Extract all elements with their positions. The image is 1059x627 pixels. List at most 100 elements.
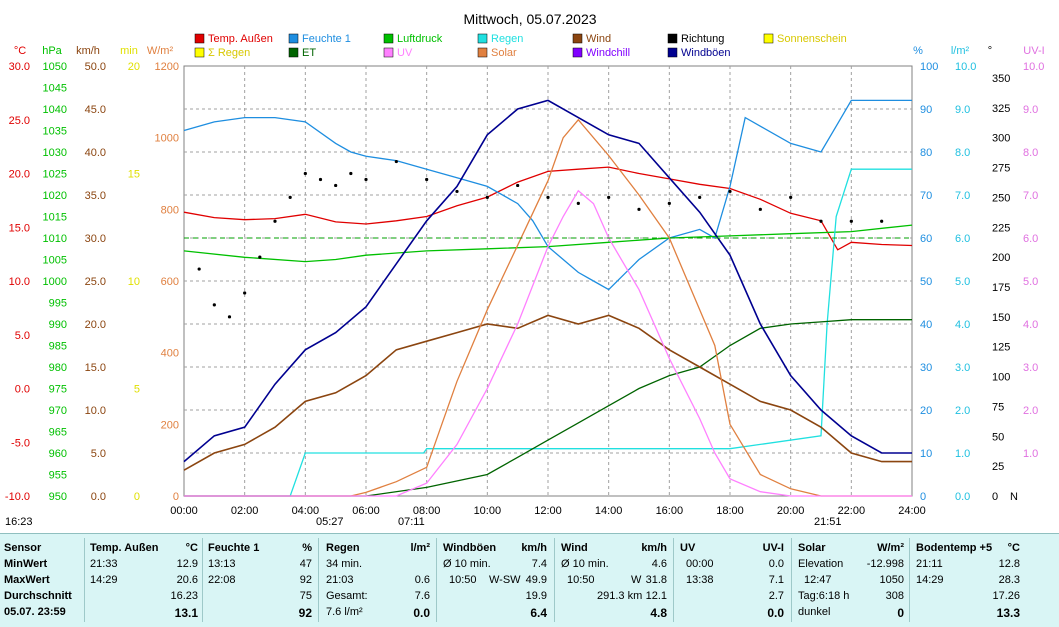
y-tick-label-pressure: 1015: [43, 212, 67, 224]
uv-header: UV: [680, 542, 696, 554]
legend-swatch: [572, 33, 583, 44]
y-tick-label-uv: 2.0: [1023, 405, 1038, 417]
solar-value: 308: [885, 590, 904, 602]
boden-value: 28.3: [998, 574, 1020, 586]
direction-point: [485, 195, 489, 199]
y-tick-label-temp: -10.0: [5, 491, 30, 503]
uv-value: 0.0: [767, 606, 784, 620]
y-tick-label-pressure: 970: [49, 405, 67, 417]
x-tick-label: 08:00: [413, 505, 441, 517]
legend-swatch: [477, 47, 488, 58]
series-line-windb-en: [183, 99, 912, 463]
solar-label: Tag:6:18 h: [798, 590, 850, 602]
direction-point: [455, 189, 459, 194]
legend-swatch: [763, 33, 774, 44]
direction-point: [698, 195, 702, 199]
y-tick-label-solar: 1200: [155, 61, 179, 73]
y-tick-label-direction: 75: [992, 401, 1004, 413]
y-tick-label-minutes: 0: [134, 491, 140, 503]
y-tick-label-pressure: 965: [49, 427, 67, 439]
sensor-row: MaxWert: [4, 574, 50, 586]
y-tick-label-wind: 5.0: [91, 448, 106, 460]
y-tick-label-temp: 15.0: [9, 222, 30, 234]
summary-solar: Solar W/m² Elevation -12.998 12:47 1050 …: [798, 534, 904, 627]
y-tick-label-wind: 10.0: [85, 405, 106, 417]
y-tick-label-wind: 25.0: [85, 276, 106, 288]
direction-point: [197, 267, 201, 271]
uv-value: 2.7: [768, 590, 784, 602]
boden-header: Bodentemp +5: [916, 542, 993, 554]
y-tick-label-direction: 300: [992, 133, 1010, 145]
wind-distance: 291.3 km: [597, 590, 643, 602]
feuchte-unit: %: [302, 542, 312, 554]
boden-time: 14:29: [916, 574, 944, 586]
boden-value: 13.3: [996, 606, 1020, 620]
windboeen-value: 6.4: [530, 606, 547, 620]
feuchte-time: 22:08: [208, 574, 236, 586]
wind-label: Ø 10 min.: [561, 558, 609, 570]
axis-unit-rain: l/m²: [951, 45, 970, 57]
legend-swatch: [572, 47, 583, 58]
plot-area: [183, 99, 913, 497]
windboeen-value: 19.9: [525, 590, 547, 602]
windboeen-value: 7.4: [531, 558, 547, 570]
windboeen-label: Ø 10 min.: [443, 558, 491, 570]
y-tick-label-solar: 400: [161, 348, 179, 360]
y-tick-label-minutes: 10: [128, 276, 140, 288]
sun-marker-sunrise: 05:27: [316, 516, 344, 528]
weather-chart: Mittwoch, 05.07.2023 Temp. Außen Feuchte …: [5, 11, 1045, 528]
temp-header: Temp. Außen: [90, 542, 159, 554]
y-tick-label-rain: 0.0: [955, 491, 970, 503]
sun-marker-first: 16:23: [5, 516, 33, 528]
y-tick-label-humidity: 70: [920, 190, 932, 202]
direction-point: [394, 159, 398, 164]
summary-boden: Bodentemp +5 °C 21:11 12.8 14:29 28.3 17…: [916, 534, 1020, 627]
y-tick-label-pressure: 975: [49, 384, 67, 396]
solar-value: 0: [897, 606, 904, 620]
y-tick-label-wind: 35.0: [85, 190, 106, 202]
x-tick-label: 00:00: [170, 505, 198, 517]
legend-swatch: [194, 33, 205, 44]
y-tick-label-pressure: 1000: [43, 276, 67, 288]
boden-time: 21:11: [916, 558, 943, 570]
y-tick-label-pressure: 1030: [43, 147, 67, 159]
legend-label: ET: [302, 47, 316, 59]
wind-dir: W: [631, 574, 642, 586]
legend-label: UV: [397, 47, 413, 59]
y-tick-label-temp: 20.0: [9, 169, 30, 181]
windboeen-dir: W-SW: [489, 574, 521, 586]
wind-value: 12.1: [645, 590, 667, 602]
regen-label: 21:03: [326, 574, 354, 586]
x-tick-label: 24:00: [898, 505, 926, 517]
y-tick-label-rain: 7.0: [955, 190, 970, 202]
y-tick-label-minutes: 5: [134, 384, 140, 396]
legend-label: Richtung: [681, 33, 724, 45]
series-line-regen: [184, 168, 912, 497]
direction-point: [288, 195, 292, 199]
y-tick-label-direction: 0: [992, 491, 998, 503]
feuchte-header: Feuchte 1: [208, 542, 260, 554]
y-tick-label-pressure: 995: [49, 298, 67, 310]
direction-point: [819, 219, 823, 223]
y-tick-label-pressure: 990: [49, 319, 67, 331]
chart-title: Mittwoch, 05.07.2023: [463, 11, 596, 27]
y-tick-label-rain: 3.0: [955, 362, 970, 374]
y-tick-label-wind: 40.0: [85, 147, 106, 159]
direction-point: [637, 207, 641, 211]
boden-value: 17.26: [992, 590, 1020, 602]
x-tick-label: 18:00: [716, 505, 744, 517]
x-tick-label: 16:00: [656, 505, 684, 517]
y-tick-label-uv: 8.0: [1023, 147, 1038, 159]
y-tick-label-rain: 9.0: [955, 104, 970, 116]
series-line-feuchte-1: [183, 99, 912, 291]
y-tick-label-pressure: 1025: [43, 169, 67, 181]
summary-temp: Temp. Außen °C 21:33 12.9 14:29 20.6 16.…: [90, 534, 198, 627]
y-tick-label-pressure: 950: [49, 491, 67, 503]
legend-swatch: [288, 47, 299, 58]
y-tick-label-uv: 1.0: [1023, 448, 1038, 460]
y-tick-label-pressure: 985: [49, 341, 67, 353]
direction-point: [880, 219, 884, 223]
y-tick-label-humidity: 40: [920, 319, 932, 331]
temp-value: 12.9: [176, 558, 198, 570]
regen-label: Gesamt:: [326, 590, 368, 602]
